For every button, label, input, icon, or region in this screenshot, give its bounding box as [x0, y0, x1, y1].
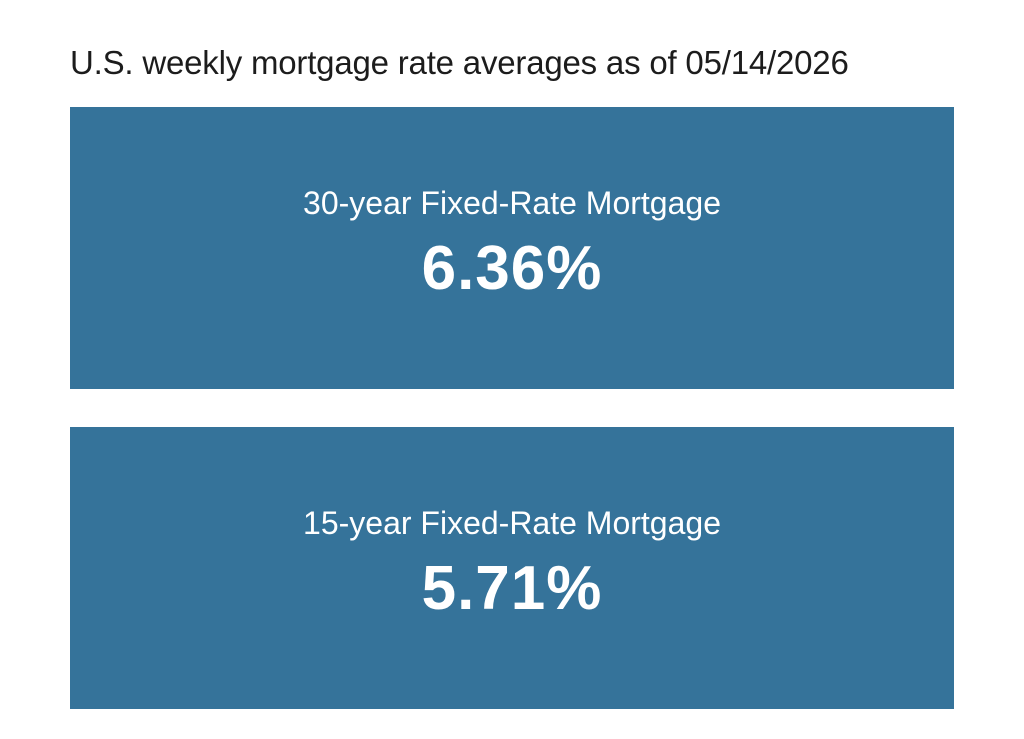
rate-value: 5.71% [421, 554, 603, 623]
rate-card-15-year: 15-year Fixed-Rate Mortgage 5.71% [70, 427, 954, 709]
page-title: U.S. weekly mortgage rate averages as of… [70, 44, 849, 82]
rate-label: 15-year Fixed-Rate Mortgage [303, 505, 721, 541]
rate-label: 30-year Fixed-Rate Mortgage [303, 185, 721, 221]
rate-value: 6.36% [421, 234, 603, 303]
rate-card-30-year: 30-year Fixed-Rate Mortgage 6.36% [70, 107, 954, 389]
